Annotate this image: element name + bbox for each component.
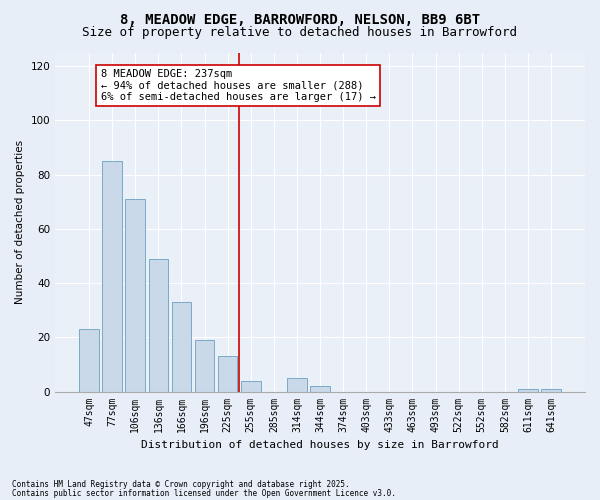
Bar — [172, 302, 191, 392]
Bar — [125, 199, 145, 392]
Bar — [103, 161, 122, 392]
Bar — [287, 378, 307, 392]
X-axis label: Distribution of detached houses by size in Barrowford: Distribution of detached houses by size … — [141, 440, 499, 450]
Y-axis label: Number of detached properties: Number of detached properties — [15, 140, 25, 304]
Bar — [310, 386, 330, 392]
Text: Size of property relative to detached houses in Barrowford: Size of property relative to detached ho… — [83, 26, 517, 39]
Bar — [518, 389, 538, 392]
Text: 8 MEADOW EDGE: 237sqm
← 94% of detached houses are smaller (288)
6% of semi-deta: 8 MEADOW EDGE: 237sqm ← 94% of detached … — [101, 69, 376, 102]
Bar — [218, 356, 238, 392]
Bar — [149, 258, 168, 392]
Text: 8, MEADOW EDGE, BARROWFORD, NELSON, BB9 6BT: 8, MEADOW EDGE, BARROWFORD, NELSON, BB9 … — [120, 12, 480, 26]
Bar — [195, 340, 214, 392]
Bar — [79, 329, 99, 392]
Bar — [241, 380, 260, 392]
Text: Contains public sector information licensed under the Open Government Licence v3: Contains public sector information licen… — [12, 488, 396, 498]
Bar — [541, 389, 561, 392]
Text: Contains HM Land Registry data © Crown copyright and database right 2025.: Contains HM Land Registry data © Crown c… — [12, 480, 350, 489]
